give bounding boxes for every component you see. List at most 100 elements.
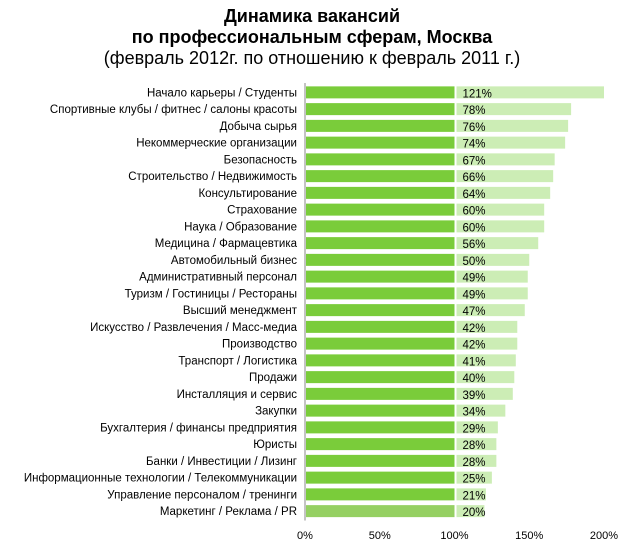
x-tick-label: 0% xyxy=(297,530,313,542)
bar-base xyxy=(306,136,455,149)
bar-increase xyxy=(456,287,528,300)
category-label: Начало карьеры / Студенты xyxy=(147,87,297,99)
bar-increase xyxy=(456,454,497,467)
data-label: 21% xyxy=(463,490,486,502)
bar-base xyxy=(306,371,455,384)
bar-base xyxy=(306,103,455,116)
bar-increase xyxy=(456,488,486,501)
data-label: 49% xyxy=(463,273,486,285)
category-label: Добыча сырья xyxy=(220,121,297,133)
category-label: Строительство / Недвижимость xyxy=(128,171,297,183)
data-label: 28% xyxy=(463,457,486,469)
data-label: 39% xyxy=(463,390,486,402)
category-label: Туризм / Гостиницы / Рестораны xyxy=(125,288,297,300)
category-label: Управление персоналом / тренинги xyxy=(107,489,297,501)
data-label: 60% xyxy=(463,222,486,234)
category-label: Производство xyxy=(222,339,297,351)
chart-subtitle-period: (февраль 2012г. по отношению к февраль 2… xyxy=(103,48,521,68)
bar-increase xyxy=(456,86,604,99)
category-label: Бухгалтерия / финансы предприятия xyxy=(100,422,297,434)
bar-base xyxy=(306,153,455,166)
bar-base xyxy=(306,505,455,518)
data-label: 66% xyxy=(463,172,486,184)
category-label: Консультирование xyxy=(198,188,297,200)
category-label: Высший менеджмент xyxy=(183,305,298,317)
bar-increase xyxy=(456,304,525,317)
category-label: Транспорт / Логистика xyxy=(178,355,297,367)
category-label: Страхование xyxy=(227,205,297,217)
data-label: 64% xyxy=(463,189,486,201)
bar-increase xyxy=(456,354,516,367)
bar-base xyxy=(306,320,455,333)
bar-increase xyxy=(456,220,545,233)
category-label: Продажи xyxy=(249,372,297,384)
bar-increase xyxy=(456,471,492,484)
data-label: 41% xyxy=(463,356,486,368)
x-tick-label: 50% xyxy=(369,530,391,542)
category-label: Некоммерческие организации xyxy=(136,138,297,150)
bar-increase xyxy=(456,387,513,400)
bar-increase xyxy=(456,170,554,183)
bar-increase xyxy=(456,186,551,199)
category-label: Инсталляция и сервис xyxy=(177,389,298,401)
bar-base xyxy=(306,454,455,467)
bar-increase xyxy=(456,253,530,266)
category-label: Информационные технологии / Телекоммуник… xyxy=(24,473,297,485)
bar-increase xyxy=(456,103,572,116)
data-label: 50% xyxy=(463,256,486,268)
category-label: Искусство / Развлечения / Масс-медиа xyxy=(90,322,298,334)
bar-increase xyxy=(456,119,569,132)
bar-base xyxy=(306,304,455,317)
bar-base xyxy=(306,237,455,250)
bar-base xyxy=(306,253,455,266)
bar-base xyxy=(306,337,455,350)
category-label: Юристы xyxy=(253,439,297,451)
bar-base xyxy=(306,203,455,216)
bar-increase xyxy=(456,320,518,333)
bar-base xyxy=(306,387,455,400)
x-tick-label: 200% xyxy=(590,530,618,542)
category-label: Спортивные клубы / фитнес / салоны красо… xyxy=(50,104,297,116)
bar-increase xyxy=(456,237,539,250)
bar-increase xyxy=(456,270,528,283)
bar-base xyxy=(306,488,455,501)
category-label: Закупки xyxy=(255,406,297,418)
bar-increase xyxy=(456,404,506,417)
bar-base xyxy=(306,287,455,300)
bar-base xyxy=(306,119,455,132)
bar-base xyxy=(306,86,455,99)
data-label: 47% xyxy=(463,306,486,318)
chart-subtitle: по профессиональным сферам, Москва xyxy=(131,27,493,47)
category-label: Медицина / Фармацевтика xyxy=(155,238,298,250)
data-label: 42% xyxy=(463,323,486,335)
category-label: Маркетинг / Реклама / PR xyxy=(160,506,297,518)
data-label: 76% xyxy=(463,122,486,134)
bar-base xyxy=(306,220,455,233)
data-label: 121% xyxy=(463,88,492,100)
bar-increase xyxy=(456,505,485,518)
bar-base xyxy=(306,438,455,451)
data-label: 42% xyxy=(463,340,486,352)
category-label: Автомобильный бизнес xyxy=(171,255,297,267)
bar-base xyxy=(306,354,455,367)
data-label: 67% xyxy=(463,155,486,167)
x-tick-label: 100% xyxy=(440,530,468,542)
bar-base xyxy=(306,170,455,183)
x-tick-label: 150% xyxy=(515,530,543,542)
data-label: 34% xyxy=(463,407,486,419)
data-label: 78% xyxy=(463,105,486,117)
data-label: 29% xyxy=(463,423,486,435)
bar-increase xyxy=(456,371,515,384)
data-label: 28% xyxy=(463,440,486,452)
data-label: 40% xyxy=(463,373,486,385)
data-label: 56% xyxy=(463,239,486,251)
chart-title: Динамика вакансий xyxy=(223,6,401,26)
bar-base xyxy=(306,421,455,434)
bar-increase xyxy=(456,136,566,149)
data-label: 25% xyxy=(463,474,486,486)
category-label: Административный персонал xyxy=(139,272,297,284)
bar-base xyxy=(306,270,455,283)
data-label: 74% xyxy=(463,139,486,151)
